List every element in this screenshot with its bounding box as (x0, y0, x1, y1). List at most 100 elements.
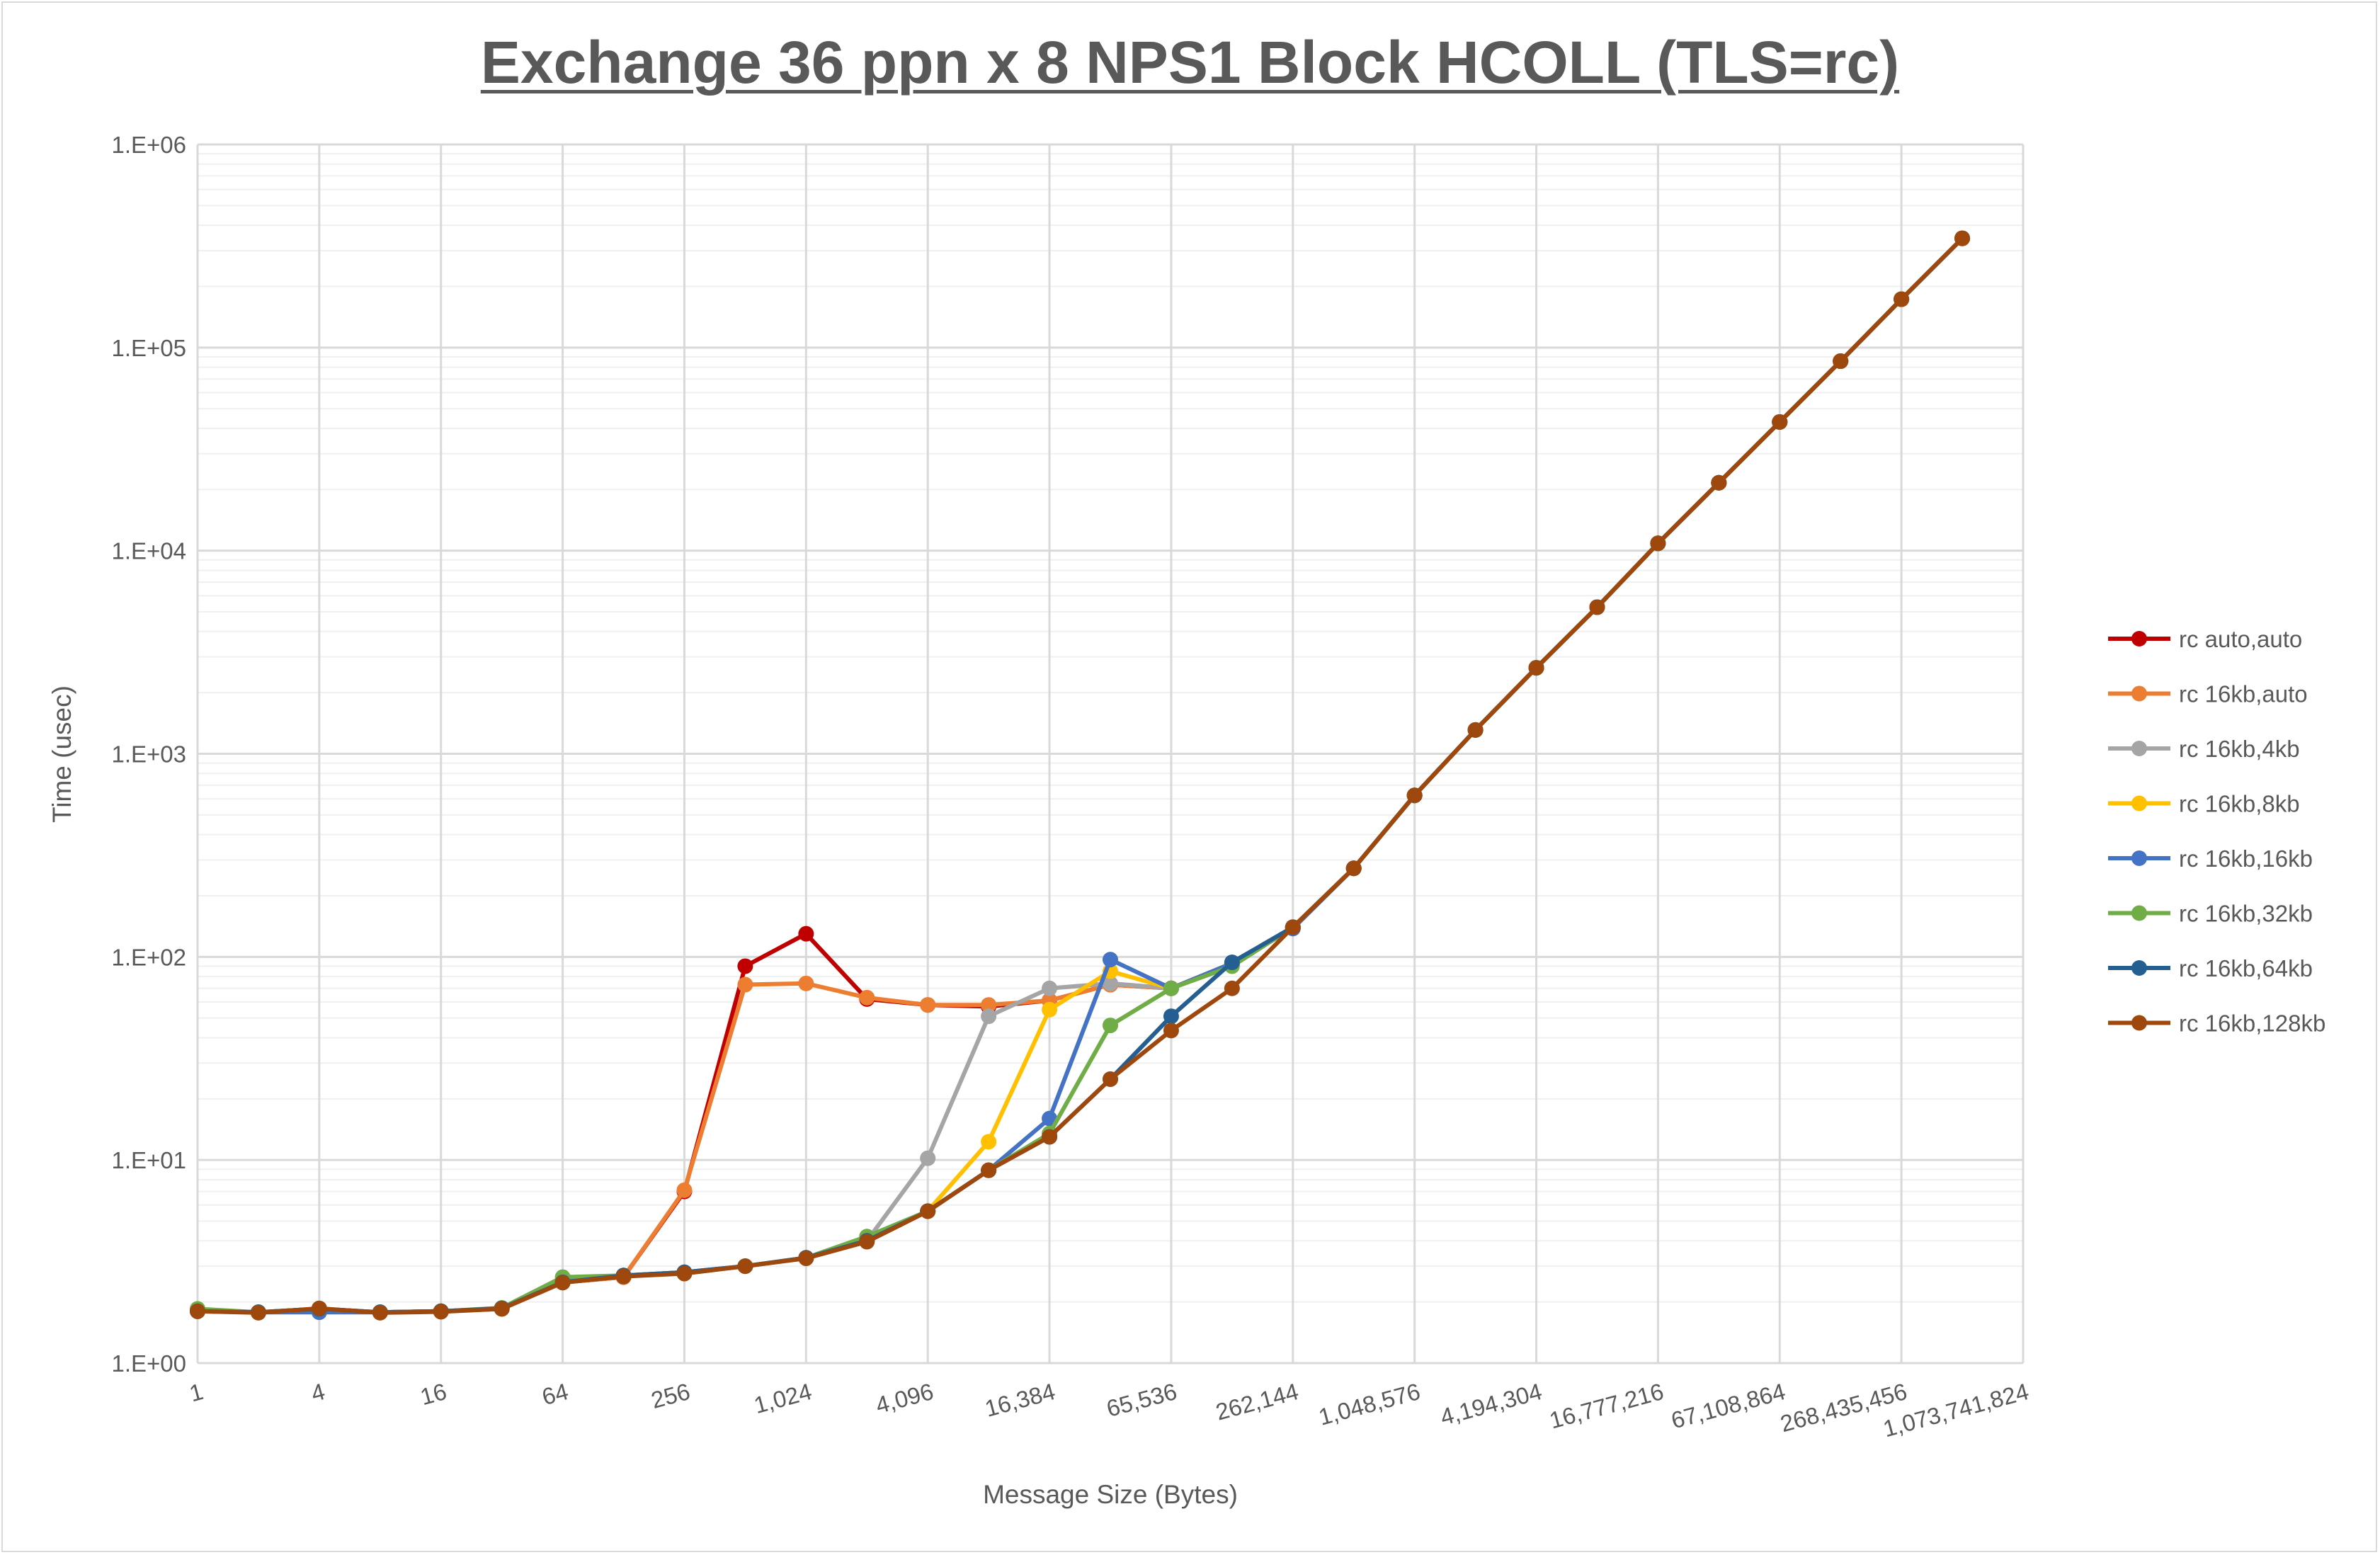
series-line (197, 237, 1964, 1315)
data-point (920, 1203, 936, 1219)
x-tick-label: 4,096 (873, 1378, 936, 1418)
legend-swatch-marker (2131, 1015, 2147, 1031)
x-tick-label: 256 (649, 1378, 693, 1413)
data-point (1650, 535, 1666, 552)
series-rc-16kb-128kb (190, 230, 1971, 1321)
y-tick-label: 1.E+00 (111, 1350, 186, 1377)
series-rc-16kb-8kb (190, 230, 1971, 1321)
data-point (1467, 722, 1484, 738)
legend-item: rc 16kb,auto (2108, 681, 2308, 707)
series-line (197, 237, 1964, 1315)
data-point (1163, 980, 1179, 996)
tick-labels: 1.E+00 1.E+01 1.E+02 1.E+03 1.E+04 1.E+05 1.E+… (111, 132, 2031, 1442)
data-point (798, 975, 814, 991)
data-point (1042, 980, 1058, 996)
legend-label: rc auto,auto (2179, 626, 2302, 652)
x-axis-label: Message Size (Bytes) (983, 1480, 1238, 1509)
x-tick-label: 67,108,864 (1668, 1378, 1788, 1433)
y-tick-label: 1.E+01 (111, 1147, 186, 1173)
data-point (1103, 975, 1118, 991)
x-tick-label: 16,384 (982, 1378, 1058, 1422)
x-tick-label: 4,194,304 (1437, 1378, 1544, 1430)
data-point (981, 1134, 997, 1150)
data-point (1285, 919, 1301, 935)
y-tick-label: 1.E+06 (111, 132, 186, 158)
x-tick-label: 1,024 (751, 1378, 814, 1418)
legend-item: rc 16kb,32kb (2108, 901, 2313, 927)
legend-label: rc 16kb,16kb (2179, 845, 2313, 872)
legend-item: rc 16kb,64kb (2108, 955, 2313, 981)
y-tick-label: 1.E+02 (111, 944, 186, 970)
x-tick-label: 16 (418, 1378, 450, 1410)
data-point (920, 1150, 936, 1166)
data-point (311, 1300, 327, 1316)
data-point (1406, 787, 1423, 804)
data-point (676, 1265, 693, 1282)
data-point (798, 925, 814, 942)
data-point (981, 997, 997, 1013)
legend-item: rc 16kb,16kb (2108, 845, 2313, 872)
legend-swatch-marker (2131, 741, 2147, 756)
legend-label: rc 16kb,8kb (2179, 791, 2300, 817)
legend-swatch-marker (2131, 795, 2147, 811)
data-point (1042, 1001, 1058, 1018)
data-point (1528, 660, 1544, 676)
x-tick-label: 64 (539, 1378, 571, 1410)
legend-label: rc 16kb,auto (2179, 681, 2308, 707)
data-point (1163, 1023, 1179, 1039)
data-point (737, 1258, 753, 1275)
legend-label: rc 16kb,4kb (2179, 736, 2300, 762)
series-rc-16kb-4kb (190, 230, 1971, 1321)
data-point (920, 997, 936, 1013)
x-tick-label: 1,048,576 (1316, 1378, 1423, 1430)
x-tick-label: 262,144 (1213, 1378, 1302, 1425)
legend-swatch-marker (2131, 960, 2147, 976)
data-point (615, 1268, 632, 1285)
data-point (981, 1162, 997, 1178)
x-tick-label: 65,536 (1104, 1378, 1180, 1422)
x-tick-label: 16,777,216 (1547, 1378, 1666, 1433)
y-tick-label: 1.E+04 (111, 538, 186, 564)
y-tick-label: 1.E+05 (111, 335, 186, 361)
legend-swatch-marker (2131, 685, 2147, 702)
series-line (197, 237, 1964, 1315)
series-line (197, 237, 1964, 1315)
data-point (981, 1008, 997, 1025)
x-tick-label: 4 (308, 1378, 327, 1406)
legend-item: rc 16kb,8kb (2108, 791, 2300, 817)
data-point (1163, 1008, 1179, 1025)
series-line (197, 237, 1964, 1315)
series-line (197, 237, 1964, 1315)
y-tick-label: 1.E+03 (111, 741, 186, 768)
data-point (676, 1182, 693, 1198)
data-point (1224, 955, 1240, 971)
legend-swatch-marker (2131, 850, 2147, 866)
series-group (190, 230, 1971, 1321)
data-point (1711, 474, 1727, 491)
data-point (859, 1234, 875, 1250)
legend-label: rc 16kb,128kb (2179, 1010, 2325, 1037)
legend: rc auto,auto rc 16kb,auto rc 16kb,4kb rc 16… (2108, 626, 2325, 1037)
gridlines (196, 143, 2025, 1365)
chart-title: Exchange 36 ppn x 8 NPS1 Block HCOLL (TL… (480, 29, 1900, 96)
series-rc-16kb-64kb (190, 230, 1971, 1321)
data-point (190, 1303, 205, 1319)
data-point (1345, 860, 1362, 877)
data-point (433, 1304, 449, 1320)
data-point (1103, 952, 1118, 968)
series-line (197, 237, 1964, 1315)
data-point (1772, 414, 1788, 430)
data-point (737, 976, 753, 993)
legend-item: rc 16kb,4kb (2108, 736, 2300, 762)
data-point (1103, 1018, 1118, 1034)
data-point (494, 1301, 510, 1317)
data-point (737, 958, 753, 974)
legend-item: rc 16kb,128kb (2108, 1010, 2325, 1037)
legend-item: rc auto,auto (2108, 626, 2302, 652)
legend-swatch-marker (2131, 631, 2147, 647)
data-point (372, 1304, 388, 1321)
series-rc-auto-auto (190, 230, 1971, 1321)
data-point (1224, 980, 1240, 996)
